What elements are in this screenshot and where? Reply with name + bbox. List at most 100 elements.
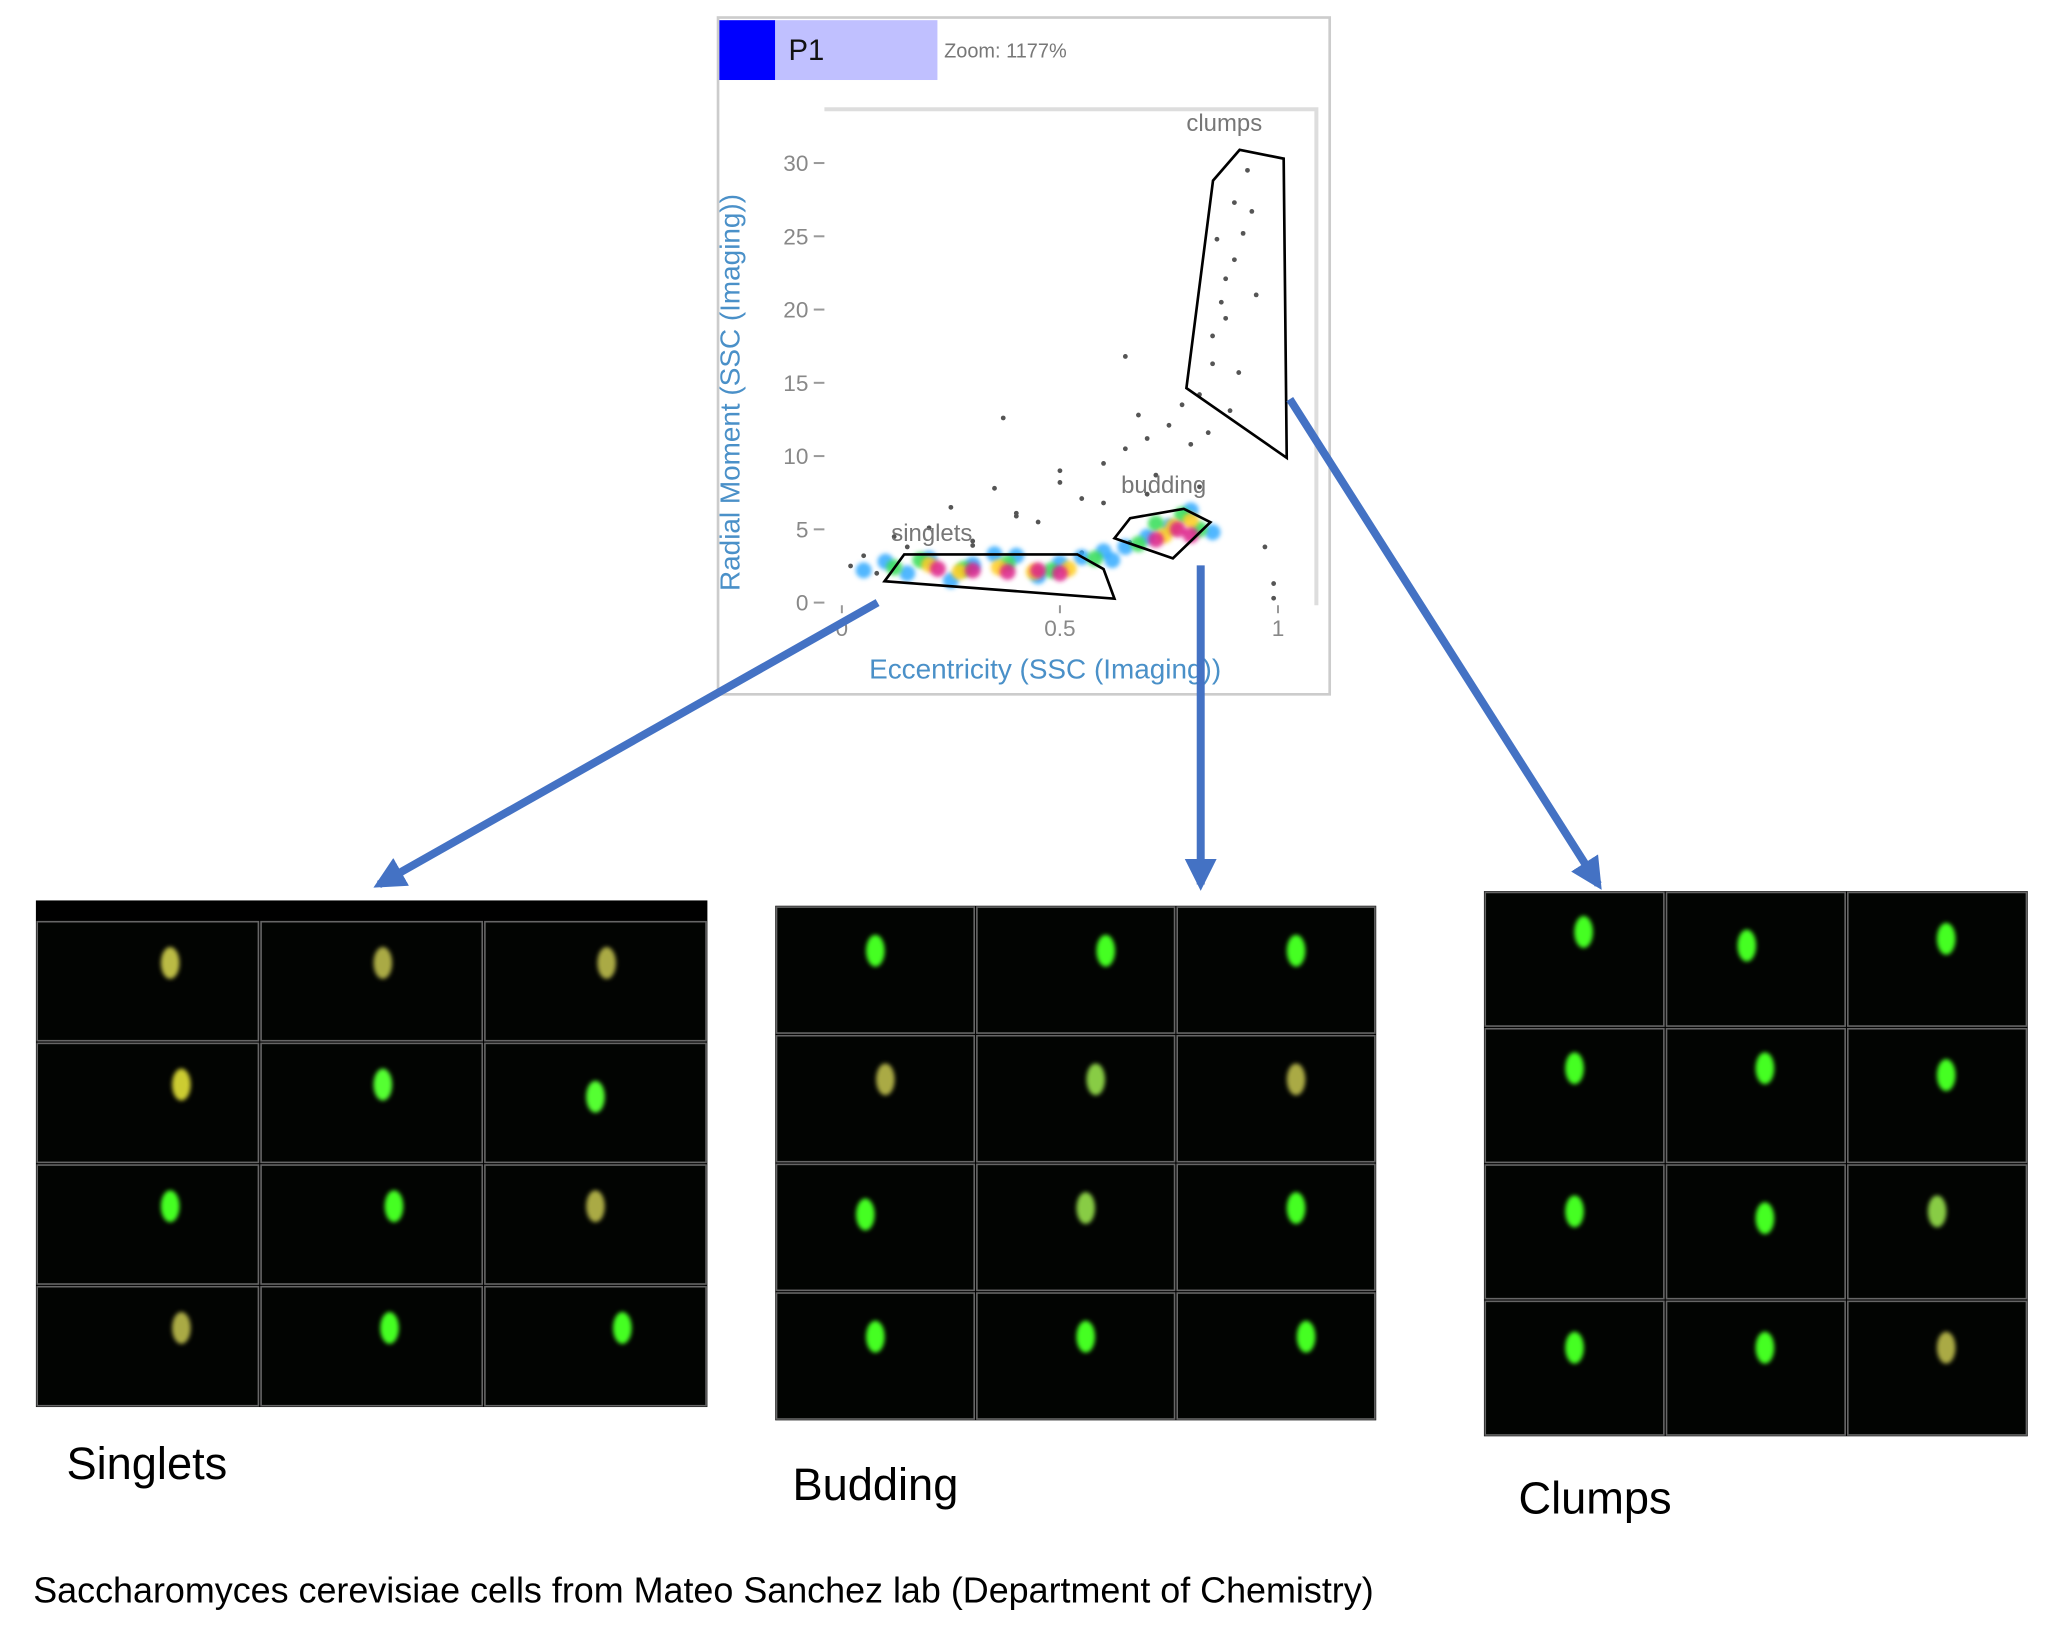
cell-blob [1755, 1202, 1775, 1235]
point [1271, 595, 1277, 601]
point [1218, 299, 1224, 305]
point [992, 485, 997, 491]
point [1197, 484, 1202, 490]
point [848, 563, 853, 569]
image-cell [260, 1042, 484, 1164]
image-cell [36, 1285, 260, 1407]
group-label: Singlets [66, 1438, 227, 1489]
y-tick-label: 10 [783, 444, 808, 469]
point [1101, 461, 1106, 466]
cell-blob [373, 947, 393, 979]
x-tick-label: 1 [1272, 616, 1285, 641]
point [999, 563, 1016, 580]
point [926, 525, 932, 531]
point [1245, 167, 1250, 173]
point [929, 560, 946, 577]
gate-label: budding [1121, 472, 1206, 499]
cell-blob [1286, 1192, 1306, 1225]
point [1122, 446, 1128, 452]
image-cell [1484, 891, 1665, 1027]
image-cell [1847, 1300, 2028, 1436]
point [1223, 315, 1229, 321]
image-cell [775, 906, 976, 1034]
image-cell [1665, 1164, 1846, 1300]
image-cell [484, 1164, 707, 1285]
cell-blob [1755, 1331, 1775, 1364]
cell-blob [1936, 1059, 1956, 1092]
point [1144, 491, 1150, 497]
image-cell [1484, 1300, 1665, 1436]
y-tick-label: 25 [783, 224, 808, 249]
point [1136, 412, 1141, 418]
image-cell [484, 1042, 707, 1164]
zoom-label: Zoom: 1177% [944, 40, 1067, 62]
image-cell [1847, 1164, 2028, 1300]
point [1122, 354, 1128, 359]
image-cell [1665, 1027, 1846, 1164]
point [1240, 230, 1246, 236]
cell-blob [1755, 1052, 1775, 1085]
cell-blob [373, 1068, 393, 1101]
point [970, 538, 976, 544]
image-cell [36, 920, 260, 1042]
image-cell [976, 1292, 1176, 1420]
panel-tab[interactable] [775, 20, 938, 81]
cell-blob [1936, 1331, 1956, 1364]
point [1204, 524, 1221, 541]
x-tick-label: 0.5 [1044, 616, 1075, 641]
cell-blob [586, 1080, 605, 1113]
image-cell [775, 1163, 976, 1292]
cell-blob [1076, 1320, 1096, 1353]
y-tick-label: 30 [783, 151, 808, 176]
point [874, 570, 880, 576]
point [1179, 402, 1185, 408]
point [1057, 480, 1063, 485]
image-cell [484, 1285, 707, 1407]
point [1249, 208, 1255, 214]
cell-blob [1574, 916, 1593, 948]
image-cell [1665, 1300, 1846, 1436]
point [1051, 565, 1068, 582]
point [904, 544, 910, 550]
point [899, 565, 916, 582]
image-cell [976, 906, 1176, 1034]
point [1253, 292, 1259, 298]
cell-blob [586, 1190, 605, 1223]
point [1188, 441, 1194, 447]
point [948, 504, 954, 510]
image-cell [36, 1164, 260, 1285]
cell-blob [866, 934, 885, 967]
image-cell [976, 1034, 1176, 1163]
point [1166, 422, 1172, 428]
arrows [373, 396, 1602, 891]
cell-blob [1286, 934, 1306, 967]
image-cell [260, 1285, 484, 1407]
image-cell [1484, 1164, 1665, 1300]
cell-blob [597, 947, 616, 979]
cell-blob [1286, 1063, 1306, 1096]
group-label: Clumps [1518, 1472, 1671, 1523]
image-cell [260, 920, 484, 1042]
point [1079, 496, 1085, 501]
point [1210, 333, 1215, 339]
point [964, 562, 981, 579]
cell-blob [380, 1312, 399, 1344]
series [929, 521, 1199, 582]
point [1205, 430, 1211, 436]
cell-blob [1927, 1195, 1947, 1228]
point [1147, 531, 1164, 548]
x-axis-label: Eccentricity (SSC (Imaging)) [869, 653, 1221, 684]
point [1013, 513, 1019, 519]
point [1101, 500, 1106, 506]
point [1223, 276, 1229, 282]
point [1210, 361, 1215, 367]
image-cell [1847, 891, 2028, 1027]
image-cell [775, 1034, 976, 1163]
cell-blob [866, 1320, 885, 1353]
point [951, 563, 968, 580]
cell-blob [1096, 934, 1116, 967]
image-cell [775, 1292, 976, 1420]
y-tick-label: 20 [783, 298, 808, 323]
point [1182, 527, 1199, 544]
